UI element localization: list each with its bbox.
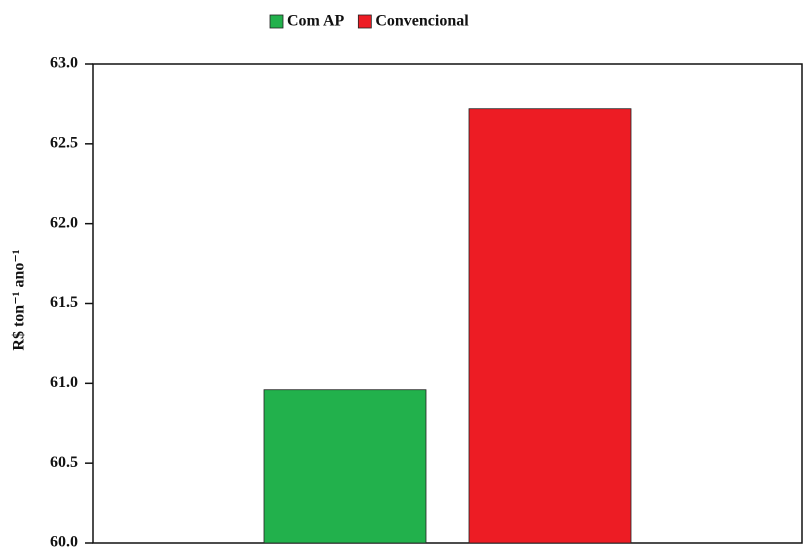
legend-swatch [357, 14, 372, 29]
y-tick-label: 61.0 [50, 374, 78, 391]
y-tick-label: 60.5 [50, 454, 78, 471]
legend-label: Convencional [375, 13, 469, 30]
y-tick-label: 63.0 [50, 55, 78, 72]
y-tick-label: 62.0 [50, 214, 78, 231]
legend-label: Com AP [287, 13, 345, 30]
bar [263, 389, 427, 544]
legend-swatch [269, 14, 284, 29]
plot-frame [92, 63, 803, 544]
y-axis-label: R$ ton⁻¹ ano⁻¹ [11, 249, 28, 350]
y-tick-label: 60.0 [50, 534, 78, 547]
y-tick-label: 61.5 [50, 294, 78, 311]
y-tick-label: 62.5 [50, 135, 78, 152]
bar [468, 108, 632, 544]
